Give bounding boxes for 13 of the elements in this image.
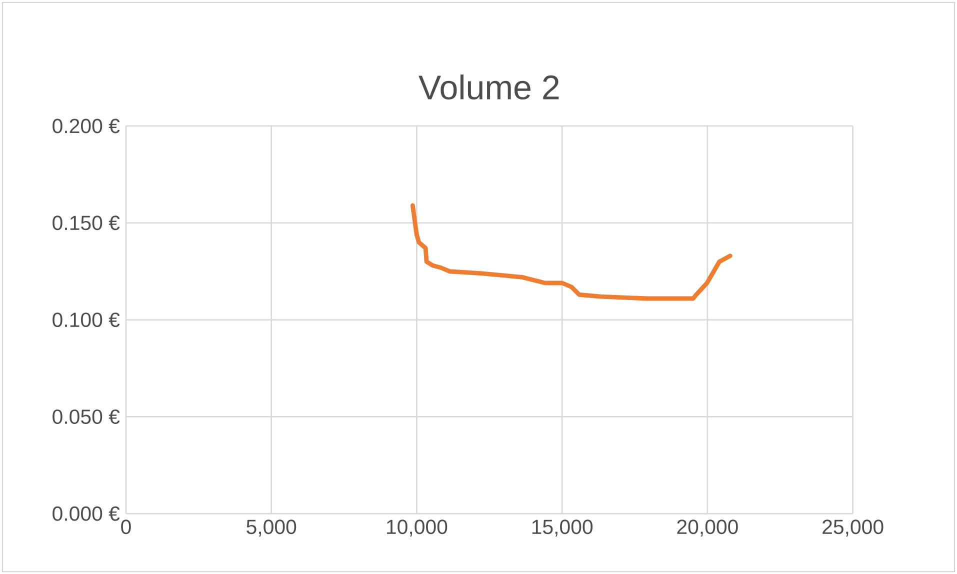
x-tick-label: 10,000 — [387, 520, 448, 536]
y-tick-label: 0.150 € — [52, 216, 120, 230]
x-tick-label: 0 — [121, 520, 131, 534]
x-tick-label: 20,000 — [677, 520, 738, 536]
y-tick-label: 0.050 € — [52, 409, 120, 424]
y-tick-label: 0.200 € — [52, 118, 120, 134]
y-tick-label: 0.100 € — [52, 312, 120, 327]
x-tick-label: 25,000 — [822, 520, 884, 536]
chart-title: Volume 2 — [418, 74, 559, 100]
x-tick-label: 5,000 — [246, 520, 296, 536]
x-tick-label: 15,000 — [532, 520, 593, 536]
y-tick-label: 0.000 € — [52, 506, 120, 521]
line-series — [410, 203, 732, 301]
